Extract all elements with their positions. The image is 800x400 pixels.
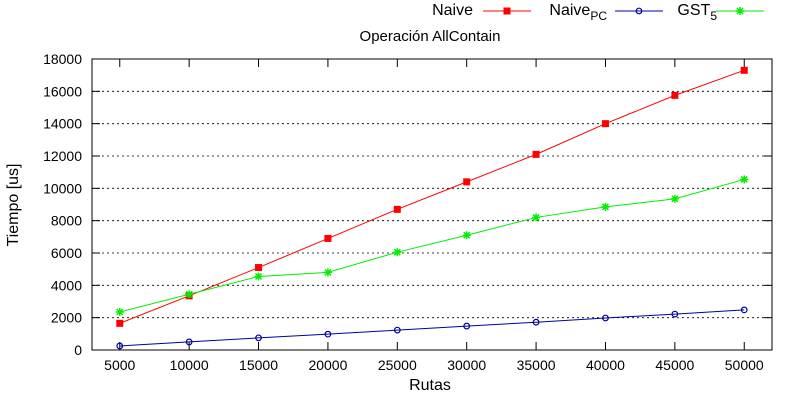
- data-point: [602, 120, 609, 127]
- y-tick-label: 14000: [43, 116, 82, 132]
- data-point: [185, 290, 193, 298]
- data-point: [255, 264, 262, 271]
- data-point: [532, 213, 540, 221]
- x-tick-label: 45000: [655, 357, 694, 373]
- series-1: [117, 307, 747, 349]
- legend-swatch-marker: [736, 7, 744, 15]
- y-tick-label: 8000: [51, 213, 82, 229]
- legend-swatch-marker: [504, 8, 511, 15]
- data-point: [255, 272, 263, 280]
- y-tick-label: 18000: [43, 51, 82, 67]
- series-2: [116, 175, 748, 316]
- series-line: [120, 310, 744, 346]
- legend: Naive NaivePC GST5: [432, 2, 764, 23]
- x-tick-label: 25000: [378, 357, 417, 373]
- series-0: [116, 67, 747, 327]
- x-tick-label: 20000: [308, 357, 347, 373]
- legend-item: GST5: [677, 2, 764, 23]
- plot-frame: [92, 59, 772, 350]
- data-point: [463, 231, 471, 239]
- data-point: [393, 248, 401, 256]
- legend-label: NaivePC: [549, 2, 607, 23]
- data-point: [116, 308, 124, 316]
- x-tick-label: 50000: [725, 357, 764, 373]
- x-tick-label: 5000: [104, 357, 135, 373]
- x-tick-label: 40000: [586, 357, 625, 373]
- grid-lines: [92, 91, 772, 317]
- data-point: [740, 175, 748, 183]
- series-line: [120, 179, 744, 312]
- chart-title: Operación AllContain: [360, 28, 501, 45]
- y-axis-label: Tiempo [us]: [5, 164, 22, 247]
- y-tick-label: 12000: [43, 148, 82, 164]
- data-point: [741, 67, 748, 74]
- legend-label: Naive: [432, 2, 473, 19]
- y-tick-label: 6000: [51, 245, 82, 261]
- data-point: [533, 151, 540, 158]
- legend-item: NaivePC: [549, 2, 663, 23]
- data-point: [324, 235, 331, 242]
- x-tick-label: 15000: [239, 357, 278, 373]
- legend-item: Naive: [432, 2, 531, 19]
- y-tick-label: 0: [74, 342, 82, 358]
- data-point: [463, 178, 470, 185]
- data-point: [671, 92, 678, 99]
- data-point: [601, 203, 609, 211]
- x-axis-label: Rutas: [409, 377, 451, 394]
- x-tick-label: 10000: [170, 357, 209, 373]
- y-tick-label: 2000: [51, 310, 82, 326]
- data-point: [324, 268, 332, 276]
- y-tick-label: 4000: [51, 277, 82, 293]
- data-point: [116, 320, 123, 327]
- legend-label: GST5: [677, 2, 717, 23]
- x-tick-label: 35000: [517, 357, 556, 373]
- series-layer: [116, 67, 748, 349]
- y-tick-label: 16000: [43, 83, 82, 99]
- x-tick-label: 30000: [447, 357, 486, 373]
- data-point: [671, 195, 679, 203]
- data-point: [394, 206, 401, 213]
- axis-ticks: 0 2000 4000 6000 8000 10000 12000 14000 16000 180…: [43, 51, 772, 373]
- y-tick-label: 10000: [43, 180, 82, 196]
